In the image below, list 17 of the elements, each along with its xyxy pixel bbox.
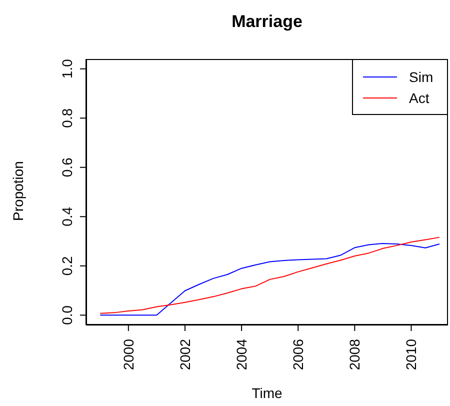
y-tick-label: 0.6 [59, 157, 75, 178]
y-tick-label: 0.8 [59, 108, 75, 128]
x-tick-label: 2000 [120, 338, 136, 370]
x-tick-label: 2004 [234, 338, 250, 370]
y-tick-label: 0.0 [59, 305, 75, 325]
y-axis-title: Propotion [10, 160, 26, 223]
y-tick-label: 0.4 [59, 206, 75, 226]
y-tick-label: 1.0 [59, 58, 75, 79]
x-tick-label: 2010 [403, 338, 420, 370]
x-tick-label: 2008 [346, 338, 363, 370]
legend-label: Sim [409, 68, 434, 84]
x-tick-label: 2006 [290, 338, 306, 370]
legend-label: Act [409, 90, 430, 106]
x-tick-label: 2002 [176, 338, 193, 370]
chart-title: Marriage [230, 12, 304, 32]
x-axis-title: Time [250, 385, 284, 401]
y-tick-label: 0.2 [59, 256, 75, 276]
